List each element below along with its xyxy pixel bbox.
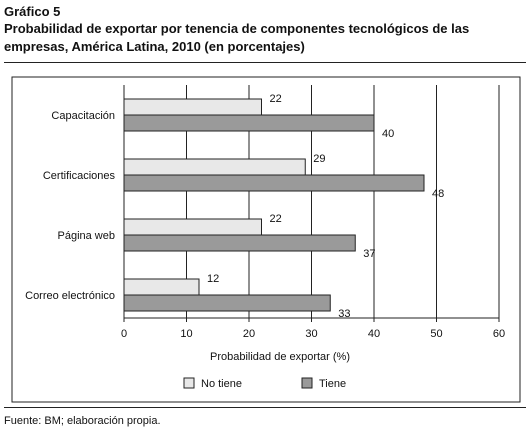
figure-title: Probabilidad de exportar por tenencia de… <box>4 21 470 54</box>
x-tick-label-10: 10 <box>180 328 192 340</box>
top-rule <box>4 62 526 63</box>
bar-no-tiene-3 <box>123 278 200 296</box>
x-tick-label-20: 20 <box>243 328 255 340</box>
data-label-no-tiene-1: 29 <box>313 153 325 165</box>
bars <box>123 98 425 312</box>
category-labels: Capacitación Certificaciones Página web Cor… <box>25 110 115 302</box>
figure-heading: Gráfico 5 Probabilidad de exportar por t… <box>4 3 526 56</box>
x-tick-label-50: 50 <box>430 328 442 340</box>
category-label-1: Certificaciones <box>43 170 116 182</box>
x-tick-label-30: 30 <box>305 328 317 340</box>
source-note: Fuente: BM; elaboración propia. <box>4 415 161 427</box>
legend-swatch-no-tiene <box>183 377 195 389</box>
legend-label-no-tiene: No tiene <box>201 378 242 390</box>
x-tick-label-0: 0 <box>121 328 127 340</box>
x-axis-label: Probabilidad de exportar (%) <box>210 351 350 363</box>
data-label-tiene-3: 33 <box>338 308 350 320</box>
data-label-tiene-0: 40 <box>382 128 394 140</box>
figure-label: Gráfico 5 <box>4 4 61 19</box>
bar-tiene-0 <box>123 114 375 132</box>
data-label-no-tiene-2: 22 <box>270 213 282 225</box>
legend-label-tiene: Tiene <box>319 378 346 390</box>
legend: No tiene Tiene <box>183 377 346 390</box>
bar-no-tiene-0 <box>123 98 262 116</box>
data-label-no-tiene-3: 12 <box>207 273 219 285</box>
data-label-tiene-2: 37 <box>363 248 375 260</box>
bar-tiene-3 <box>123 294 331 312</box>
x-tick-labels: 0 10 20 30 40 50 60 <box>121 328 505 340</box>
x-tick-label-60: 60 <box>493 328 505 340</box>
data-labels: 22 40 29 48 22 37 12 33 <box>207 93 444 320</box>
category-label-3: Correo electrónico <box>25 290 115 302</box>
data-label-no-tiene-0: 22 <box>270 93 282 105</box>
bar-no-tiene-1 <box>123 158 306 176</box>
bar-tiene-1 <box>123 174 425 192</box>
data-label-tiene-1: 48 <box>432 188 444 200</box>
x-tick-label-40: 40 <box>368 328 380 340</box>
chart-frame <box>11 76 521 403</box>
bar-tiene-2 <box>123 234 356 252</box>
bottom-rule <box>4 407 526 408</box>
category-label-0: Capacitación <box>51 110 115 122</box>
bar-no-tiene-2 <box>123 218 262 236</box>
legend-swatch-tiene <box>301 377 313 389</box>
category-label-2: Página web <box>58 230 116 242</box>
